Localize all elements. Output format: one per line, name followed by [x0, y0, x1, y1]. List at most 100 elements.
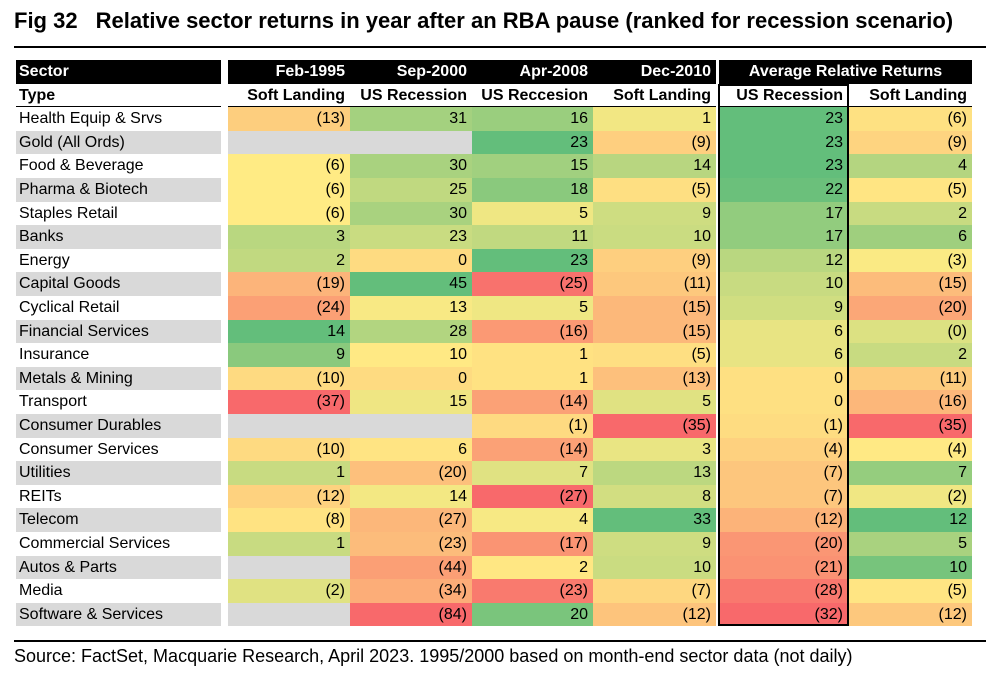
value-cell: (20): [719, 532, 848, 556]
sector-label: Metals & Mining: [16, 366, 221, 391]
value-cell: 11: [472, 225, 593, 249]
value-cell: (5): [593, 178, 716, 202]
value-cell: (14): [472, 390, 593, 414]
title-rule: [14, 46, 986, 48]
header-type-1: Soft Landing: [228, 84, 350, 108]
value-cell: (27): [350, 508, 472, 532]
value-cell: 23: [719, 154, 848, 178]
value-cell: 45: [350, 272, 472, 296]
value-cell: 23: [719, 107, 848, 131]
value-cell: (6): [848, 107, 972, 131]
value-cell: (4): [719, 437, 848, 462]
sector-label: Utilities: [16, 461, 221, 485]
value-cell: (0): [848, 319, 972, 344]
value-cell: 10: [848, 555, 972, 580]
header-column-1: Feb-1995: [228, 60, 350, 84]
value-cell: 10: [719, 272, 848, 296]
header-type: Type: [16, 84, 221, 108]
value-cell: [228, 414, 350, 438]
sector-label: Banks: [16, 225, 221, 249]
value-cell: 7: [848, 461, 972, 485]
value-cell: (35): [593, 414, 716, 438]
value-cell: (19): [228, 272, 350, 296]
value-cell: [228, 130, 350, 155]
sector-label: Capital Goods: [16, 272, 221, 296]
value-cell: 3: [593, 437, 716, 462]
value-cell: (4): [848, 437, 972, 462]
value-cell: (24): [228, 296, 350, 320]
figure-title: Fig 32 Relative sector returns in year af…: [14, 8, 953, 34]
value-cell: 4: [472, 508, 593, 532]
value-cell: (1): [719, 414, 848, 438]
value-cell: (10): [228, 437, 350, 462]
sector-label: Staples Retail: [19, 204, 118, 222]
value-cell: (15): [593, 296, 716, 320]
value-cell: (11): [593, 272, 716, 296]
value-cell: 28: [350, 319, 472, 344]
value-cell: (28): [719, 579, 848, 603]
value-cell: (14): [472, 437, 593, 462]
value-cell: (9): [593, 130, 716, 155]
value-cell: 17: [719, 225, 848, 249]
value-cell: 5: [593, 390, 716, 414]
value-cell: 13: [593, 461, 716, 485]
value-cell: 33: [593, 508, 716, 532]
value-cell: 3: [228, 225, 350, 249]
value-cell: 18: [472, 178, 593, 202]
value-cell: 2: [848, 201, 972, 226]
value-cell: (12): [593, 602, 716, 627]
header-type-5: US Recession: [719, 84, 848, 108]
value-cell: (5): [593, 343, 716, 367]
value-cell: 0: [719, 390, 848, 414]
sector-label: Commercial Services: [19, 535, 171, 552]
sector-label: Insurance: [19, 346, 90, 364]
sector-label: Cyclical Retail: [19, 299, 120, 316]
value-cell: 23: [472, 130, 593, 155]
value-cell: (44): [350, 555, 472, 580]
value-cell: 10: [350, 343, 472, 367]
value-cell: 6: [848, 225, 972, 249]
value-cell: 8: [593, 484, 716, 509]
value-cell: 30: [350, 201, 472, 226]
value-cell: 6: [719, 343, 848, 367]
value-cell: (21): [719, 555, 848, 580]
header-type-3: US Reccesion: [472, 84, 593, 108]
value-cell: (12): [848, 602, 972, 627]
value-cell: 15: [472, 154, 593, 178]
value-cell: (1): [472, 414, 593, 438]
value-cell: [350, 130, 472, 155]
value-cell: 13: [350, 296, 472, 320]
sector-label: Financial Services: [16, 319, 221, 344]
value-cell: 0: [719, 366, 848, 391]
value-cell: 2: [472, 555, 593, 580]
value-cell: 15: [350, 390, 472, 414]
value-cell: 5: [848, 532, 972, 556]
value-cell: 7: [472, 461, 593, 485]
header-column-4: Dec-2010: [593, 60, 716, 84]
sector-label: Autos & Parts: [16, 555, 221, 580]
value-cell: 23: [719, 130, 848, 155]
value-cell: 0: [350, 248, 472, 273]
value-cell: (34): [350, 579, 472, 603]
sector-label: Health Equip & Srvs: [19, 110, 163, 128]
value-cell: (25): [472, 272, 593, 296]
value-cell: 5: [472, 201, 593, 226]
value-cell: 14: [593, 154, 716, 178]
value-cell: 14: [228, 319, 350, 344]
value-cell: (17): [472, 532, 593, 556]
value-cell: 9: [228, 343, 350, 367]
source-note: Source: FactSet, Macquarie Research, Apr…: [14, 646, 853, 666]
value-cell: 30: [350, 154, 472, 178]
figure-title-text: Relative sector returns in year after an…: [95, 8, 954, 33]
value-cell: (35): [848, 414, 972, 438]
value-cell: (10): [228, 366, 350, 391]
value-cell: (11): [848, 366, 972, 391]
sector-label: Software & Services: [16, 602, 221, 627]
value-cell: 17: [719, 201, 848, 226]
value-cell: 10: [593, 555, 716, 580]
value-cell: (13): [593, 366, 716, 391]
value-cell: 4: [848, 154, 972, 178]
value-cell: 20: [472, 602, 593, 627]
sector-label: Gold (All Ords): [16, 130, 221, 155]
sector-label: Consumer Services: [19, 440, 159, 458]
